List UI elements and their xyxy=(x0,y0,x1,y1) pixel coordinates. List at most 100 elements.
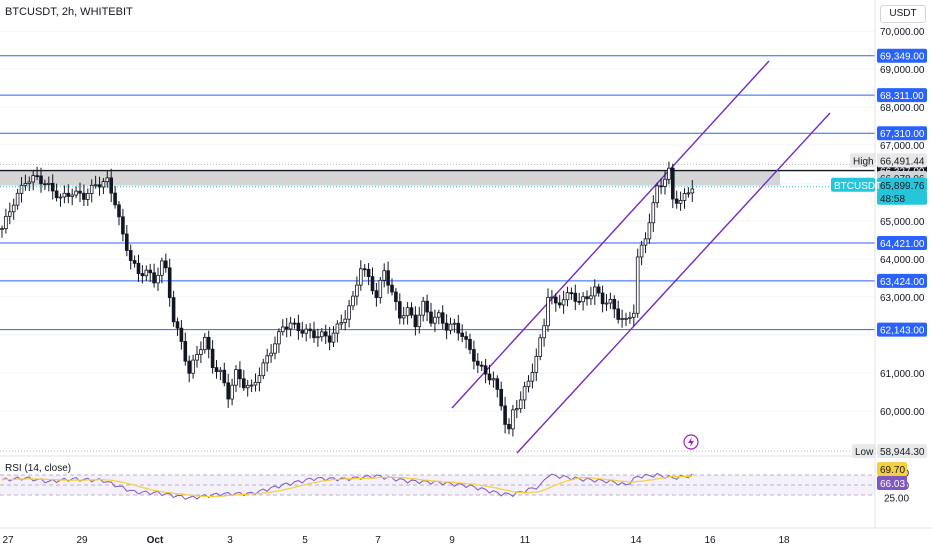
candle-body xyxy=(117,204,121,218)
candle-body xyxy=(167,267,172,299)
price-tick-label: 60,000.00 xyxy=(880,407,925,418)
candle-body xyxy=(97,184,102,188)
candle xyxy=(581,292,585,311)
candle-body xyxy=(589,295,593,300)
price-tick-label: 69,000.00 xyxy=(880,65,925,76)
candle xyxy=(557,294,562,309)
candle-body xyxy=(655,185,659,204)
candle-body xyxy=(47,182,51,185)
candle xyxy=(39,167,43,193)
candle-body xyxy=(674,198,679,204)
badge-bg xyxy=(850,153,876,168)
candle-body xyxy=(413,314,418,328)
candle xyxy=(245,380,250,397)
candle-body xyxy=(125,233,129,251)
candle xyxy=(277,328,281,353)
candle xyxy=(199,341,203,364)
candle-body xyxy=(503,405,507,425)
candle xyxy=(222,362,227,387)
candle xyxy=(331,326,336,347)
candle-body xyxy=(382,270,386,281)
candle xyxy=(507,418,511,435)
channel-upper-line xyxy=(451,60,770,409)
rsi-tick-label: 25.00 xyxy=(884,494,909,505)
candle xyxy=(374,283,379,307)
candle xyxy=(417,306,422,334)
candle-body xyxy=(136,262,141,274)
candle-body xyxy=(300,330,305,334)
candle-body xyxy=(530,372,535,382)
candle-body xyxy=(230,384,234,400)
badge-label: 62,143.00 xyxy=(880,326,925,337)
candle xyxy=(589,286,593,305)
candle-body xyxy=(152,272,156,284)
badge-label: 68,311.00 xyxy=(880,91,924,102)
candle-body xyxy=(304,328,308,334)
candle xyxy=(316,328,320,347)
price-badge: 48:58 xyxy=(877,190,927,205)
candle-body xyxy=(284,326,289,330)
candle xyxy=(175,317,180,336)
badge-label: 67,310.00 xyxy=(880,129,925,140)
candle-body xyxy=(15,192,20,206)
candle xyxy=(0,225,4,238)
candle-body xyxy=(160,260,164,276)
candle xyxy=(546,288,550,332)
candle xyxy=(27,176,32,192)
candle-body xyxy=(690,188,695,194)
candle-body xyxy=(70,194,75,197)
badge-bg xyxy=(877,126,927,141)
price-badge: 66,491.44 xyxy=(877,153,927,168)
candle-body xyxy=(93,184,98,187)
badge-bg xyxy=(877,273,927,288)
candle-body xyxy=(50,182,55,192)
time-tick-label: 29 xyxy=(76,535,88,546)
candle-body xyxy=(171,297,176,323)
badge-label: Low xyxy=(855,447,874,458)
candle xyxy=(35,166,39,181)
price-tick-label: 61,000.00 xyxy=(880,369,925,380)
candle-body xyxy=(409,307,414,316)
candle-body xyxy=(386,270,390,286)
candle-body xyxy=(183,341,188,362)
candle-body xyxy=(261,362,266,377)
rsi-ma-line xyxy=(1,475,693,498)
badge-bg xyxy=(877,444,927,459)
candle xyxy=(319,328,324,342)
candle-body xyxy=(163,260,168,269)
candle xyxy=(273,336,277,360)
candle xyxy=(401,306,406,325)
badge-bg xyxy=(877,322,927,337)
candle-body xyxy=(335,323,340,334)
candle xyxy=(616,300,620,324)
candle xyxy=(86,188,90,206)
candle-body xyxy=(686,192,691,195)
price-badge: 68,311.00 xyxy=(877,88,927,103)
candle-body xyxy=(105,177,110,183)
candle-body xyxy=(546,297,550,327)
candle-body xyxy=(475,360,480,366)
time-tick-label: 27 xyxy=(2,535,14,546)
candle xyxy=(171,290,176,327)
candle xyxy=(257,367,262,392)
candle xyxy=(554,293,558,312)
currency-selector[interactable]: USDT xyxy=(880,5,926,23)
badge-label: 66,491.44 xyxy=(880,156,925,167)
candle-body xyxy=(515,408,519,411)
candle-body xyxy=(101,181,106,188)
candle xyxy=(31,169,35,191)
candle-body xyxy=(11,204,16,213)
candle-body xyxy=(226,382,231,400)
candle xyxy=(105,170,110,188)
price-badge: 69,349.00 xyxy=(877,48,927,63)
candle xyxy=(23,174,28,191)
candle-body xyxy=(433,316,437,324)
candle-body xyxy=(643,238,648,246)
candle xyxy=(97,176,102,196)
candle-body xyxy=(608,298,613,304)
price-badges: 69,349.0068,311.0067,310.0066,327.0064,4… xyxy=(831,48,927,490)
candle xyxy=(101,177,106,195)
alert-icon[interactable] xyxy=(683,434,699,450)
